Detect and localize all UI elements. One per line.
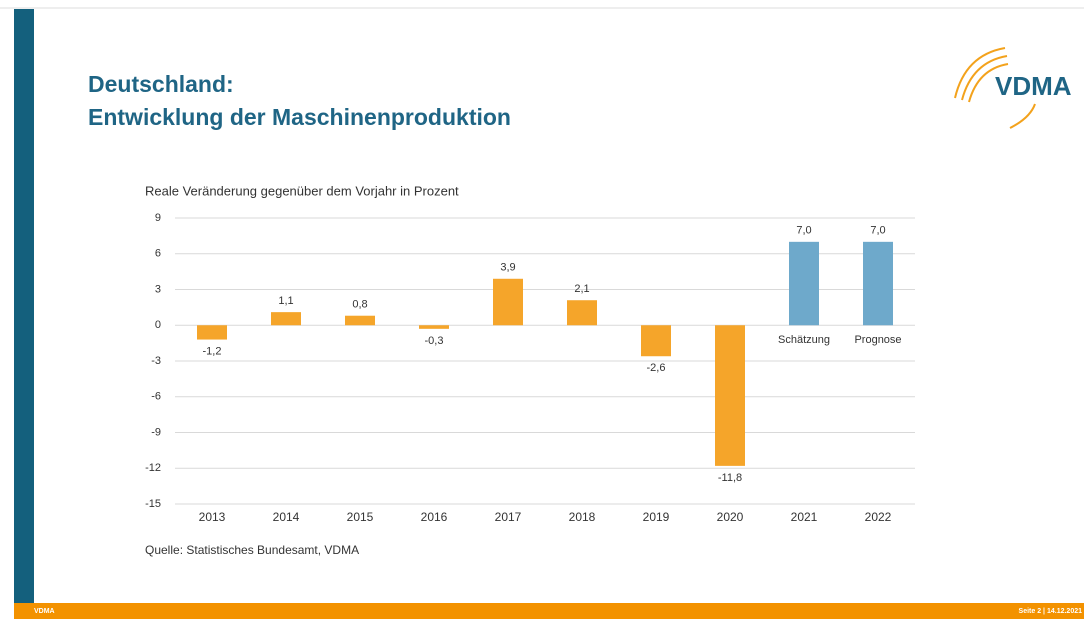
y-tick-label: -6 [151, 391, 161, 403]
y-tick-label: 3 [155, 283, 161, 295]
y-tick-label: 6 [155, 248, 161, 260]
y-tick-label: -12 [145, 462, 161, 474]
side-bar [14, 9, 34, 603]
x-tick-label: 2021 [791, 510, 818, 524]
value-label: 1,1 [278, 295, 293, 307]
bar [641, 325, 671, 357]
y-tick-label: -9 [151, 426, 161, 438]
x-tick-label: 2014 [273, 510, 300, 524]
y-tick-label: -15 [145, 498, 161, 510]
x-tick-label: 2019 [643, 510, 670, 524]
bar [493, 278, 523, 326]
y-axis-label: Reale Veränderung gegenüber dem Vorjahr … [145, 183, 459, 198]
y-tick-label: 9 [155, 212, 161, 224]
value-label: 2,1 [574, 283, 589, 295]
footer-right: Seite 2 | 14.12.2021 [1019, 608, 1083, 615]
bar [567, 300, 597, 326]
logo-arcs [954, 47, 1036, 129]
annotation: Prognose [854, 334, 901, 346]
value-label: -1,2 [203, 345, 222, 357]
bar [271, 312, 301, 326]
value-label: 7,0 [796, 225, 811, 237]
bar [789, 241, 819, 326]
footer-bar [14, 603, 1084, 619]
value-label: -11,8 [718, 472, 742, 484]
title-line2: Entwicklung der Maschinenproduktion [88, 104, 511, 130]
x-tick-label: 2020 [717, 510, 744, 524]
value-label: -0,3 [425, 335, 444, 347]
x-tick-label: 2018 [569, 510, 596, 524]
logo: VDMA [995, 71, 1072, 101]
y-tick-label: -3 [151, 355, 161, 367]
x-tick-label: 2013 [199, 510, 226, 524]
title-line1: Deutschland: [88, 71, 234, 97]
value-label: 0,8 [352, 299, 367, 311]
bar [715, 325, 745, 466]
x-tick-label: 2016 [421, 510, 448, 524]
value-label: 3,9 [500, 262, 515, 274]
bar [419, 325, 449, 329]
x-tick-label: 2022 [865, 510, 892, 524]
x-tick-label: 2015 [347, 510, 374, 524]
bar [345, 315, 375, 326]
source: Quelle: Statistisches Bundesamt, VDMA [145, 543, 359, 557]
footer-left: VDMA [34, 608, 55, 615]
annotation: Schätzung [778, 334, 830, 346]
bar [197, 325, 227, 340]
value-label: -2,6 [647, 362, 666, 374]
value-label: 7,0 [870, 225, 885, 237]
x-tick-label: 2017 [495, 510, 522, 524]
bar [863, 241, 893, 326]
y-tick-label: 0 [155, 319, 161, 331]
